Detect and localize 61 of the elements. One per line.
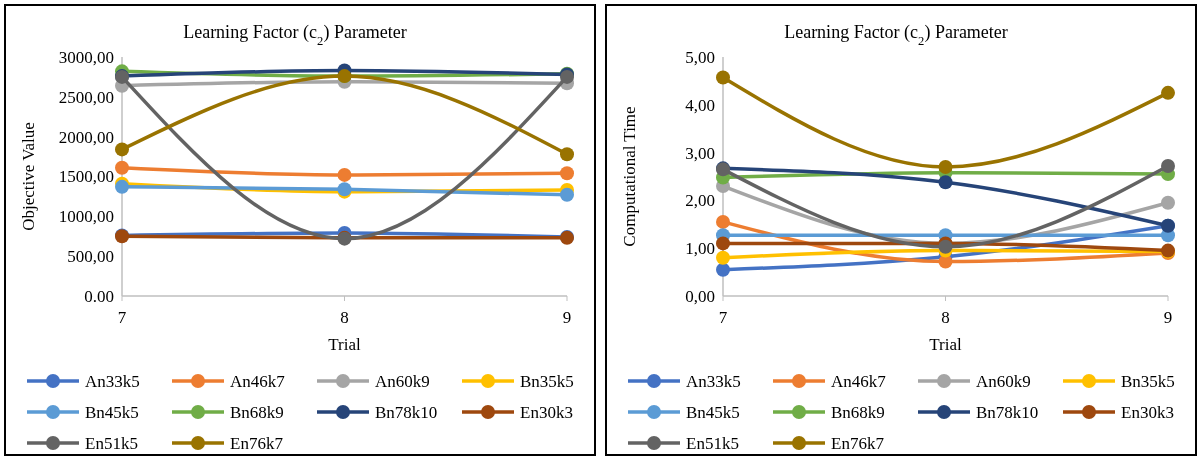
y-tick-label: 3000,00 xyxy=(58,47,114,67)
legend-label: En76k7 xyxy=(831,433,885,453)
legend-label: Bn78k10 xyxy=(375,402,438,422)
legend-label: An46k7 xyxy=(230,371,286,391)
legend-label: Bn68k9 xyxy=(230,402,284,422)
x-tick-label: 7 xyxy=(117,308,127,327)
y-tick-label: 1000,00 xyxy=(58,207,114,227)
point xyxy=(716,250,730,265)
legend-label: An33k5 xyxy=(85,371,140,391)
point xyxy=(716,262,730,277)
y-tick-label: 2,00 xyxy=(685,191,715,211)
x-tick-label: 9 xyxy=(1163,308,1173,327)
y-tick-label: 3,00 xyxy=(685,143,715,163)
point xyxy=(1161,158,1175,173)
legend-label: Bn45k5 xyxy=(85,402,139,422)
chart-title: Learning Factor (c$_{2}$) Parameter xyxy=(784,22,1008,48)
legend-label: En51k5 xyxy=(686,433,739,453)
y-tick-label: 5,00 xyxy=(685,47,715,67)
y-tick-label: 2000,00 xyxy=(58,127,114,147)
x-axis-title: Trial xyxy=(929,335,962,354)
y-tick-label: 1500,00 xyxy=(58,167,114,187)
legend-label: Bn45k5 xyxy=(686,402,740,422)
point xyxy=(1161,195,1175,210)
legend-label: An46k7 xyxy=(831,371,887,391)
legend-label: Bn35k5 xyxy=(520,371,574,391)
legend-label: En30k3 xyxy=(520,402,573,422)
point xyxy=(716,214,730,229)
point xyxy=(1161,85,1175,100)
legend-label: En76k7 xyxy=(230,433,284,453)
y-tick-label: 0.00 xyxy=(84,286,114,306)
y-tick-label: 0,00 xyxy=(685,286,715,306)
x-axis-title: Trial xyxy=(328,335,361,354)
y-axis-title: Objective Value xyxy=(19,122,38,231)
legend-label: Bn78k10 xyxy=(976,402,1039,422)
point xyxy=(115,160,129,175)
point xyxy=(115,142,129,157)
point xyxy=(716,70,730,85)
y-tick-label: 1,00 xyxy=(685,239,715,259)
chart-title: Learning Factor (c$_{2}$) Parameter xyxy=(183,22,407,48)
legend-label: En51k5 xyxy=(85,433,138,453)
point xyxy=(560,166,574,181)
x-tick-label: 8 xyxy=(340,308,349,327)
point xyxy=(560,147,574,162)
y-axis-title: Computational Time xyxy=(620,106,639,247)
point xyxy=(938,159,953,174)
y-tick-label: 2500,00 xyxy=(58,87,114,107)
legend-label: En30k3 xyxy=(1121,402,1174,422)
legend-label: An60k9 xyxy=(976,371,1031,391)
point xyxy=(938,175,953,190)
x-tick-label: 9 xyxy=(562,308,572,327)
y-tick-label: 4,00 xyxy=(685,95,715,115)
x-tick-label: 8 xyxy=(941,308,950,327)
point xyxy=(716,236,730,251)
legend-label: An33k5 xyxy=(686,371,741,391)
legend-label: Bn68k9 xyxy=(831,402,885,422)
y-tick-label: 500,00 xyxy=(67,247,114,267)
point xyxy=(337,167,352,182)
legend-label: Bn35k5 xyxy=(1121,371,1175,391)
legend-label: An60k9 xyxy=(375,371,430,391)
x-tick-label: 7 xyxy=(718,308,728,327)
point xyxy=(560,187,574,202)
